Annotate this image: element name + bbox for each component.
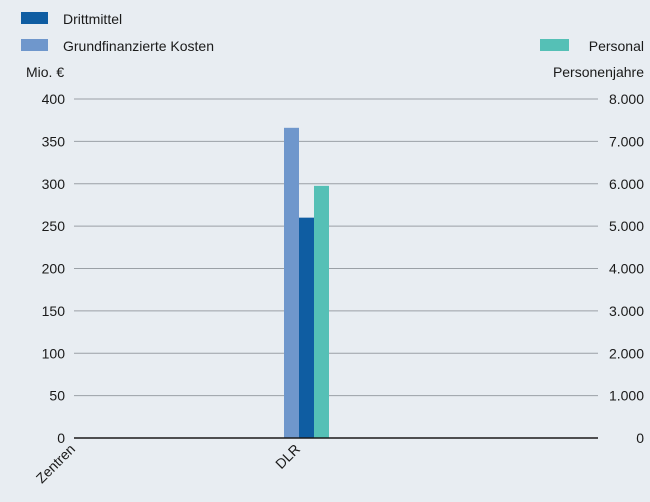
y-left-tick-label: 300: [42, 176, 66, 192]
legend-swatch-grundfinanzierte-kosten: [21, 39, 48, 51]
legend-swatch-drittmittel: [21, 12, 48, 24]
legend-label-personal: Personal: [589, 38, 644, 54]
y-left-tick-label: 100: [42, 345, 66, 361]
y-right-tick-label: 6.000: [609, 176, 644, 192]
y-left-tick-label: 350: [42, 133, 66, 149]
y-right-tick-label: 7.000: [609, 133, 644, 149]
legend: Drittmittel Grundfinanzierte Kosten Pers…: [21, 11, 644, 54]
bar-grundfinanzierte-kosten-dlr: [284, 127, 299, 438]
bar-drittmittel-dlr: [299, 217, 314, 438]
y-right-tick-label: 0: [636, 430, 644, 446]
x-tick-labels: Zentren DLR: [33, 441, 303, 486]
y-left-tick-label: 200: [42, 261, 66, 277]
bars: [284, 127, 329, 438]
y-right-tick-label: 8.000: [609, 91, 644, 107]
y-right-unit: Personenjahre: [553, 64, 644, 80]
legend-label-grundfinanzierte-kosten: Grundfinanzierte Kosten: [63, 38, 214, 54]
y-left-tick-label: 150: [42, 303, 66, 319]
y-left-unit: Mio. €: [26, 64, 64, 80]
legend-swatch-personal: [540, 39, 569, 51]
y-right-ticks: 0 1.000 2.000 3.000 4.000 5.000 6.000 7.000 8.00…: [609, 91, 644, 446]
y-right-tick-label: 1.000: [609, 388, 644, 404]
y-left-tick-label: 50: [49, 388, 65, 404]
y-right-tick-label: 2.000: [609, 345, 644, 361]
bar-personal-dlr: [314, 185, 329, 438]
y-left-tick-label: 250: [42, 218, 66, 234]
x-tick-label-dlr: DLR: [272, 441, 303, 472]
gridlines: [74, 98, 598, 397]
y-left-ticks: 0 50 100 150 200 250 300 350 400: [42, 91, 66, 446]
y-left-tick-label: 0: [57, 430, 65, 446]
legend-label-drittmittel: Drittmittel: [63, 11, 122, 27]
y-right-tick-label: 4.000: [609, 261, 644, 277]
y-right-tick-label: 5.000: [609, 218, 644, 234]
x-tick-label-zentren: Zentren: [33, 441, 78, 486]
y-left-tick-label: 400: [42, 91, 66, 107]
y-right-tick-label: 3.000: [609, 303, 644, 319]
